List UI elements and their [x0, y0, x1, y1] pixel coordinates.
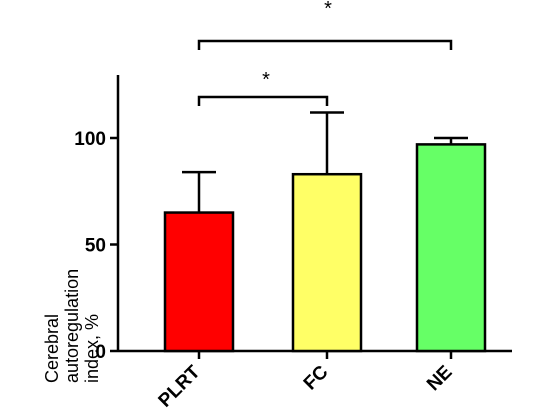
bar-ne [415, 143, 487, 353]
x-tick-label-ne: NE [423, 362, 457, 396]
y-tick-label-100: 100 [74, 129, 106, 150]
x-tick-label-plrt: PLRT [155, 361, 205, 411]
bar-plrt [163, 211, 235, 353]
y-axis-label: Cerebral autoregulation index, % [42, 269, 102, 383]
y-axis-label-line-1: Cerebral [42, 314, 62, 383]
y-axis-label-line-2: autoregulation [62, 269, 82, 383]
x-tick-label-fc: FC [300, 361, 333, 394]
bar-fc [291, 172, 363, 353]
y-tick-label-50: 50 [85, 236, 106, 257]
significance-star-1: * [262, 69, 270, 91]
y-tick-label-0: 0 [95, 342, 106, 363]
plot-area: 0 50 100 PLRT FC NE * * [74, 0, 512, 412]
y-axis-label-line-3: index, % [82, 314, 102, 383]
significance-star-2: * [324, 0, 332, 20]
significance-bracket-1 [197, 95, 329, 106]
significance-bracket-2 [197, 39, 453, 50]
